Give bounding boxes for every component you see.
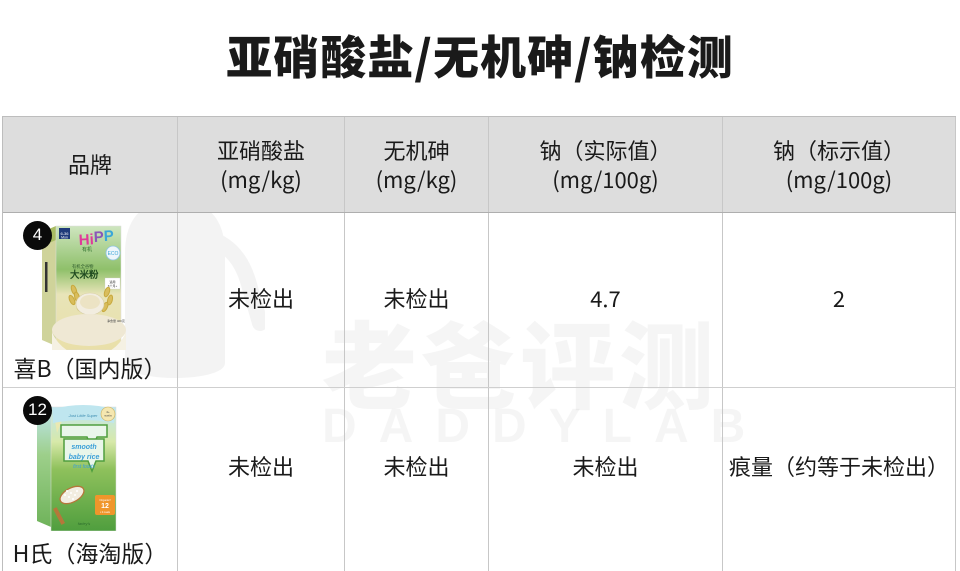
svg-text:Just Little Super: Just Little Super: [68, 413, 98, 418]
svg-text:Mon: Mon: [61, 236, 68, 240]
svg-text:first foods: first foods: [73, 464, 95, 470]
svg-text:12: 12: [101, 503, 109, 510]
svg-text:smooth: smooth: [71, 444, 96, 451]
svg-text:P: P: [103, 227, 114, 245]
svg-text:baby rice: baby rice: [69, 454, 100, 461]
svg-text:x 4 meals: x 4 meals: [100, 512, 111, 514]
svg-text:Organic!: Organic!: [99, 498, 111, 502]
svg-text:ECO: ECO: [108, 251, 119, 257]
svg-text:净含量 400克: 净含量 400克: [107, 318, 125, 323]
svg-text:大米粉: 大米粉: [70, 269, 99, 281]
svg-text:farley's: farley's: [78, 521, 91, 526]
svg-text:months: months: [104, 415, 112, 418]
svg-text:4+: 4+: [106, 410, 110, 414]
svg-text:有机: 有机: [82, 246, 92, 253]
svg-text:有机全谷物: 有机全谷物: [72, 263, 94, 270]
